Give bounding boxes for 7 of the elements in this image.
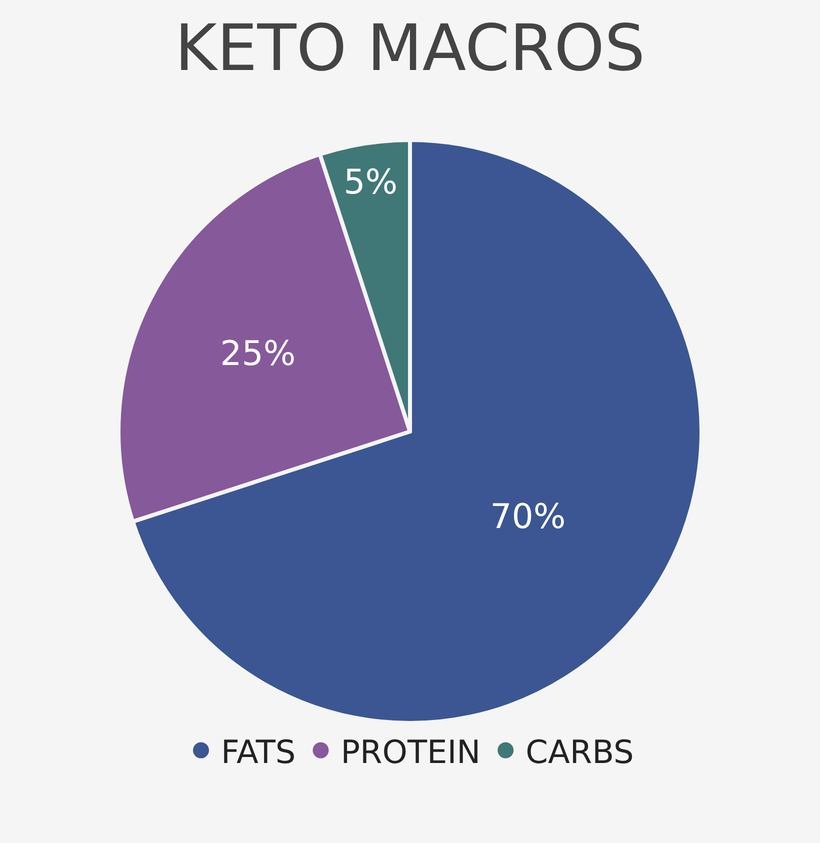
chart-title: KETO MACROS xyxy=(174,12,646,86)
data-label: 70% xyxy=(490,497,566,538)
data-label: 5% xyxy=(344,162,398,203)
legend-label: CARBS xyxy=(526,732,634,771)
data-label: 25% xyxy=(220,334,296,374)
legend-label: PROTEIN xyxy=(340,732,481,771)
legend-label: FATS xyxy=(221,732,296,771)
